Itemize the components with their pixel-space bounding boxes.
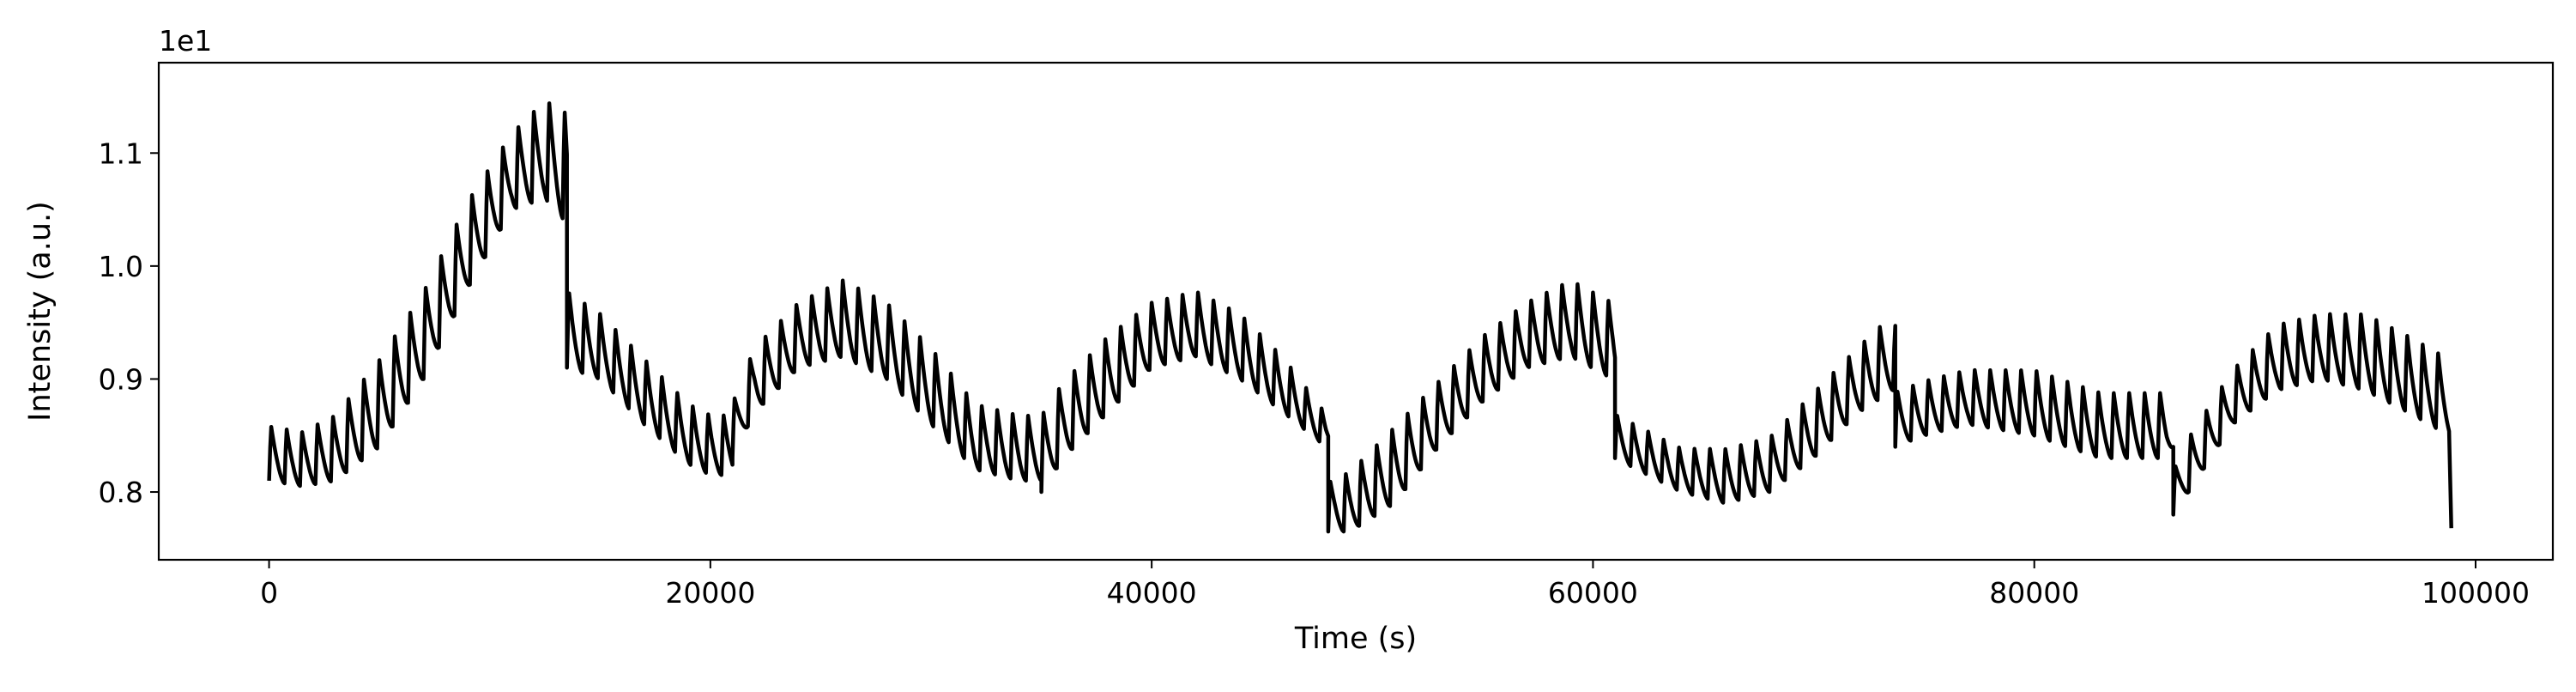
x-tick-label: 100000	[2422, 576, 2530, 610]
x-axis: 0 20000 40000 60000 80000 100000	[260, 560, 2530, 610]
data-layer	[267, 101, 2453, 534]
x-tick-label: 40000	[1107, 576, 1197, 610]
y-tick-label: 0.8	[99, 476, 143, 509]
x-axis-label: Time (s)	[1294, 622, 1417, 656]
x-tick-label: 20000	[665, 576, 755, 610]
y-tick-label: 1.0	[99, 250, 143, 283]
x-tick-label: 0	[260, 576, 278, 610]
x-tick-label: 60000	[1548, 576, 1638, 610]
plot-frame	[157, 61, 2555, 561]
y-tick-label: 1.1	[99, 137, 143, 170]
y-tick-label: 0.9	[99, 362, 143, 396]
x-tick-label: 80000	[1989, 576, 2079, 610]
y-axis-offset-label: 1e1	[159, 24, 212, 58]
series-line	[267, 101, 2453, 534]
y-axis: 0.8 0.9 1.0 1.1	[99, 137, 159, 509]
y-axis-label: Intensity (a.u.)	[23, 201, 57, 422]
